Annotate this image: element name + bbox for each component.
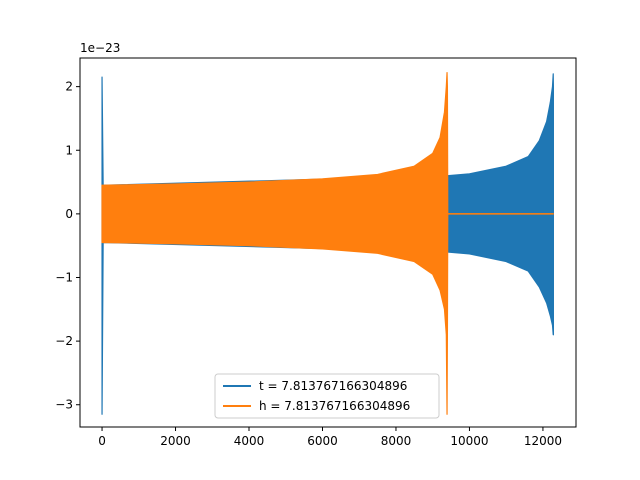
y-tick-label: −3 <box>55 398 73 412</box>
x-tick-label: 10000 <box>450 434 488 448</box>
y-tick-label: 1 <box>65 143 73 157</box>
x-tick-label: 2000 <box>160 434 191 448</box>
x-tick-label: 4000 <box>234 434 265 448</box>
legend: t = 7.813767166304896 h = 7.8137671663048… <box>214 373 440 419</box>
y-tick-label: 2 <box>65 80 73 94</box>
legend-label-0: t = 7.813767166304896 <box>259 379 407 393</box>
x-axis: 0 2000 4000 6000 8000 10000 12000 <box>98 427 562 448</box>
x-tick-label: 8000 <box>381 434 412 448</box>
plot-frame <box>79 57 577 428</box>
series-layer <box>101 72 554 415</box>
legend-label-1: h = 7.813767166304896 <box>259 399 410 413</box>
x-tick-label: 6000 <box>307 434 338 448</box>
y-tick-label: −2 <box>55 334 73 348</box>
x-tick-label: 12000 <box>524 434 562 448</box>
y-tick-label: −1 <box>55 270 73 284</box>
legend-box <box>214 373 440 419</box>
y-axis: 2 1 0 −1 −2 −3 <box>55 80 80 412</box>
y-offset-label: 1e−23 <box>80 41 120 55</box>
x-tick-label: 0 <box>98 434 106 448</box>
y-tick-label: 0 <box>65 207 73 221</box>
